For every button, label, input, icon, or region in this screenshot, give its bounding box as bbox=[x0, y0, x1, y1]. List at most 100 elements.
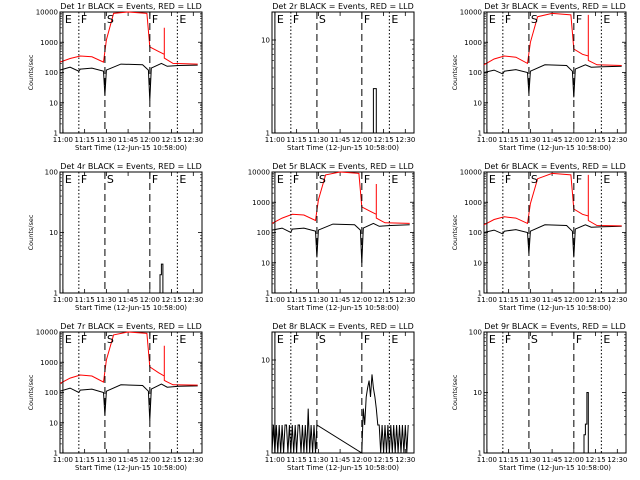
y-tick-label: 10 bbox=[261, 259, 270, 267]
panel-title: Det 6r BLACK = Events, RED = LLD bbox=[484, 162, 626, 171]
x-tick-label: 11:00 bbox=[477, 456, 497, 464]
x-tick-label: 12:15 bbox=[585, 136, 605, 144]
x-tick-label: 12:15 bbox=[373, 456, 393, 464]
x-tick-label: 11:45 bbox=[118, 136, 138, 144]
x-tick-label: 11:45 bbox=[118, 456, 138, 464]
series-lld-red bbox=[483, 172, 622, 227]
phase-marker-label: F bbox=[364, 13, 370, 26]
x-tick-label: 12:30 bbox=[607, 456, 627, 464]
y-axis-label: Counts/sec bbox=[451, 54, 459, 90]
y-tick-label: 10 bbox=[473, 389, 482, 397]
y-tick-label: 10 bbox=[473, 99, 482, 107]
x-tick-label: 12:00 bbox=[352, 456, 372, 464]
x-tick-label: 12:15 bbox=[373, 136, 393, 144]
series-events-black bbox=[271, 222, 410, 263]
y-tick-label: 1 bbox=[478, 290, 482, 298]
phase-marker-label: E bbox=[391, 13, 398, 26]
series-events-black bbox=[583, 392, 589, 453]
panel-title: Det 5r BLACK = Events, RED = LLD bbox=[272, 162, 414, 171]
phase-marker-label: E bbox=[603, 333, 610, 346]
x-tick-label: 11:15 bbox=[75, 136, 95, 144]
panel-title: Det 9r BLACK = Events, RED = LLD bbox=[484, 322, 626, 331]
y-tick-label: 10 bbox=[49, 229, 58, 237]
x-tick-label: 12:00 bbox=[140, 296, 160, 304]
x-tick-label: 11:30 bbox=[96, 456, 116, 464]
phase-marker-label: E bbox=[179, 333, 186, 346]
phase-marker-label: S bbox=[531, 173, 538, 186]
x-tick-label: 11:45 bbox=[330, 296, 350, 304]
x-tick-label: 11:00 bbox=[53, 136, 73, 144]
plot-frame bbox=[483, 11, 627, 134]
x-tick-label: 12:30 bbox=[183, 136, 203, 144]
panel-det-3: Det 3r BLACK = Events, RED = LLD Counts/s… bbox=[451, 2, 627, 152]
phase-marker-label: F bbox=[293, 13, 299, 26]
x-tick-label: 12:15 bbox=[161, 136, 181, 144]
panel-det-6: Det 6r BLACK = Events, RED = LLD Counts/s… bbox=[451, 162, 627, 312]
phase-marker-label: E bbox=[277, 333, 284, 346]
x-tick-label: 12:00 bbox=[564, 136, 584, 144]
x-tick-label: 12:15 bbox=[161, 296, 181, 304]
y-tick-label: 1 bbox=[478, 450, 482, 458]
phase-marker-label: E bbox=[65, 13, 72, 26]
panel-det-1: Det 1r BLACK = Events, RED = LLD Counts/s… bbox=[27, 2, 203, 152]
y-tick-label: 1000 bbox=[40, 359, 58, 367]
x-tick-label: 12:15 bbox=[373, 296, 393, 304]
plot-frame bbox=[59, 171, 203, 294]
y-axis-label: Counts/sec bbox=[451, 374, 459, 410]
x-tick-label: 11:15 bbox=[75, 456, 95, 464]
phase-marker-label: E bbox=[603, 13, 610, 26]
x-axis-title: Start Time (12-Jun-15 10:58:00) bbox=[499, 464, 611, 472]
phase-marker-label: S bbox=[319, 173, 326, 186]
plot-frame bbox=[271, 11, 415, 134]
x-axis-title: Start Time (12-Jun-15 10:58:00) bbox=[287, 464, 399, 472]
phase-marker-label: S bbox=[319, 13, 326, 26]
y-tick-label: 10000 bbox=[36, 329, 58, 337]
y-tick-label: 10000 bbox=[248, 169, 270, 177]
series-events-black bbox=[59, 383, 198, 421]
series-lld-red bbox=[483, 12, 622, 66]
x-tick-label: 12:00 bbox=[352, 296, 372, 304]
y-tick-label: 10 bbox=[261, 36, 270, 44]
phase-marker-label: F bbox=[152, 13, 158, 26]
series-events-black bbox=[159, 263, 164, 293]
y-tick-label: 1 bbox=[54, 130, 58, 138]
x-axis-title: Start Time (12-Jun-15 10:58:00) bbox=[287, 144, 399, 152]
x-tick-label: 11:00 bbox=[477, 296, 497, 304]
y-tick-label: 100 bbox=[469, 69, 482, 77]
x-tick-label: 12:30 bbox=[183, 296, 203, 304]
x-tick-label: 11:45 bbox=[542, 136, 562, 144]
x-tick-label: 11:30 bbox=[96, 296, 116, 304]
x-tick-label: 12:00 bbox=[352, 136, 372, 144]
x-tick-label: 11:30 bbox=[520, 456, 540, 464]
phase-marker-label: F bbox=[505, 333, 511, 346]
phase-marker-label: E bbox=[391, 333, 398, 346]
phase-marker-label: E bbox=[489, 173, 496, 186]
phase-marker-label: F bbox=[576, 13, 582, 26]
x-tick-label: 11:45 bbox=[118, 296, 138, 304]
x-tick-label: 11:45 bbox=[542, 456, 562, 464]
y-tick-label: 1 bbox=[266, 290, 270, 298]
panel-det-8: Det 8r BLACK = Events, RED = LLD 1 10 11:00… bbox=[261, 322, 415, 472]
phase-marker-label: E bbox=[603, 173, 610, 186]
y-tick-label: 100 bbox=[257, 229, 270, 237]
panel-title: Det 2r BLACK = Events, RED = LLD bbox=[272, 2, 414, 11]
phase-marker-label: F bbox=[576, 333, 582, 346]
panel-det-4: Det 4r BLACK = Events, RED = LLD Counts/s… bbox=[27, 162, 203, 312]
series-lld-red bbox=[59, 331, 198, 386]
panel-det-9: Det 9r BLACK = Events, RED = LLD Counts/s… bbox=[451, 322, 627, 472]
y-tick-label: 100 bbox=[45, 389, 58, 397]
y-tick-label: 10 bbox=[49, 419, 58, 427]
phase-marker-label: F bbox=[293, 173, 299, 186]
phase-marker-label: E bbox=[277, 173, 284, 186]
y-tick-label: 1000 bbox=[464, 39, 482, 47]
plot-frame bbox=[271, 331, 415, 454]
x-axis-title: Start Time (12-Jun-15 10:58:00) bbox=[75, 464, 187, 472]
x-tick-label: 12:15 bbox=[585, 296, 605, 304]
y-tick-label: 1 bbox=[54, 450, 58, 458]
y-tick-label: 10000 bbox=[36, 9, 58, 17]
panel-det-7: Det 7r BLACK = Events, RED = LLD Counts/s… bbox=[27, 322, 203, 472]
phase-marker-label: F bbox=[505, 13, 511, 26]
phase-marker-label: S bbox=[107, 173, 114, 186]
phase-marker-label: E bbox=[277, 13, 284, 26]
x-tick-label: 11:15 bbox=[499, 136, 519, 144]
